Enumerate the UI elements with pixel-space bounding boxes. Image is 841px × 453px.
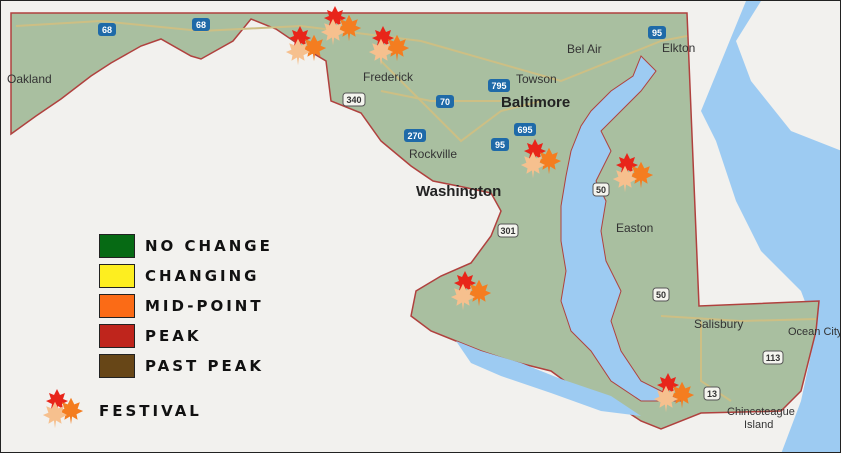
city-label-baltimore: Baltimore <box>501 94 570 111</box>
svg-text:795: 795 <box>491 81 506 91</box>
legend-swatch <box>99 354 135 378</box>
legend-label: PEAK <box>145 327 202 345</box>
interstate-shield-68: 68 <box>98 23 116 36</box>
potomac-river-water <box>456 341 641 416</box>
interstate-shield-70: 70 <box>436 95 454 108</box>
legend: NO CHANGE CHANGING MID-POINT PEAK PAST P… <box>99 231 273 381</box>
interstate-shield-795: 795 <box>488 79 510 92</box>
legend-item-peak: PEAK <box>99 321 273 351</box>
svg-text:340: 340 <box>346 95 361 105</box>
us-route-shield-50: 50 <box>592 182 610 197</box>
svg-text:68: 68 <box>102 25 112 35</box>
legend-swatch <box>99 234 135 258</box>
city-label-ocean-city: Ocean City <box>788 326 841 338</box>
city-label-chincoteague: Chincoteague <box>727 406 795 418</box>
legend-item-no-change: NO CHANGE <box>99 231 273 261</box>
us-route-shield-13: 13 <box>703 386 721 401</box>
city-label-towson: Towson <box>516 72 557 86</box>
city-label-bel-air: Bel Air <box>567 42 602 56</box>
interstate-shield-68: 68 <box>192 18 210 31</box>
maryland-land <box>10 12 820 430</box>
legend-swatch <box>99 294 135 318</box>
legend-item-past-peak: PAST PEAK <box>99 351 273 381</box>
svg-text:70: 70 <box>440 97 450 107</box>
interstate-shield-95: 95 <box>491 138 509 151</box>
city-label-easton: Easton <box>616 221 653 235</box>
us-route-shield-340: 340 <box>342 92 366 107</box>
legend-swatch <box>99 324 135 348</box>
legend-swatch <box>99 264 135 288</box>
city-label-frederick: Frederick <box>363 70 414 84</box>
legend-label: NO CHANGE <box>145 237 273 255</box>
svg-text:301: 301 <box>500 226 515 236</box>
legend-festival-label: FESTIVAL <box>99 402 202 420</box>
interstate-shield-695: 695 <box>514 123 536 136</box>
svg-text:113: 113 <box>766 353 781 363</box>
city-label-elkton: Elkton <box>662 41 695 55</box>
legend-label: CHANGING <box>145 267 260 285</box>
city-label-salisbury: Salisbury <box>694 317 743 331</box>
us-route-shield-50: 50 <box>652 287 670 302</box>
svg-text:95: 95 <box>495 140 505 150</box>
svg-text:50: 50 <box>656 290 666 300</box>
legend-item-changing: CHANGING <box>99 261 273 291</box>
svg-text:68: 68 <box>196 20 206 30</box>
interstate-shield-270: 270 <box>404 129 426 142</box>
city-label-washington: Washington <box>416 183 501 200</box>
svg-text:95: 95 <box>652 28 662 38</box>
svg-text:50: 50 <box>596 185 606 195</box>
legend-label: MID-POINT <box>145 297 264 315</box>
legend-festival-icon <box>43 389 83 428</box>
us-route-shield-301: 301 <box>497 223 519 238</box>
city-label-rockville: Rockville <box>409 147 457 161</box>
us-route-shield-113: 113 <box>762 350 784 365</box>
svg-text:270: 270 <box>407 131 422 141</box>
svg-text:13: 13 <box>707 389 717 399</box>
legend-item-mid-point: MID-POINT <box>99 291 273 321</box>
city-label-island: Island <box>744 419 773 431</box>
svg-text:695: 695 <box>517 125 532 135</box>
delaware-bay-water <box>701 1 840 452</box>
legend-label: PAST PEAK <box>145 357 264 375</box>
interstate-shield-95: 95 <box>648 26 666 39</box>
city-label-oakland: Oakland <box>7 72 52 86</box>
roads <box>15 19 817 402</box>
